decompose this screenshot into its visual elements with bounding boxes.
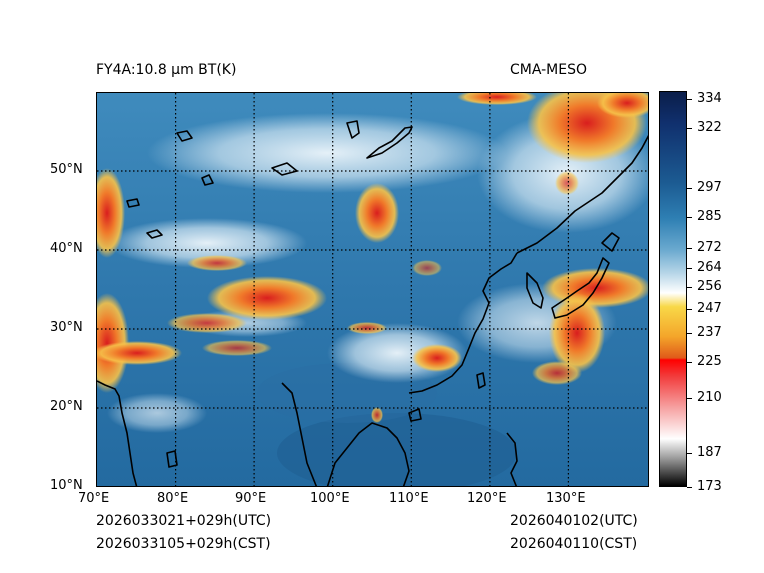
cb-tick-247: 247 bbox=[697, 301, 722, 316]
lon-label-110e: 110°E bbox=[389, 491, 429, 506]
lon-label-80e: 80°E bbox=[157, 491, 189, 506]
colorbar-gradient bbox=[660, 92, 686, 486]
lon-label-90e: 90°E bbox=[235, 491, 267, 506]
lon-label-130e: 130°E bbox=[546, 491, 586, 506]
cb-tick-297: 297 bbox=[697, 180, 722, 195]
cb-tick-285: 285 bbox=[697, 209, 722, 224]
lon-label-120e: 120°E bbox=[467, 491, 507, 506]
cb-tick-237: 237 bbox=[697, 325, 722, 340]
lon-label-100e: 100°E bbox=[310, 491, 350, 506]
lon-label-70e: 70°E bbox=[78, 491, 110, 506]
satellite-map bbox=[96, 92, 649, 487]
lat-label-30n: 30°N bbox=[50, 320, 83, 335]
init-time-utc: 2026033021+029h(UTC) bbox=[96, 513, 272, 529]
lat-label-50n: 50°N bbox=[50, 162, 83, 177]
cb-tick-272: 272 bbox=[697, 240, 722, 255]
lat-label-10n: 10°N bbox=[50, 478, 83, 493]
model-name: CMA-MESO bbox=[510, 62, 588, 78]
lat-label-20n: 20°N bbox=[50, 399, 83, 414]
cb-tick-256: 256 bbox=[697, 279, 722, 294]
cb-tick-322: 322 bbox=[697, 120, 722, 135]
brightness-temperature-image bbox=[97, 93, 648, 486]
cb-tick-210: 210 bbox=[697, 390, 722, 405]
init-time-cst: 2026033105+029h(CST) bbox=[96, 536, 271, 552]
cb-tick-173: 173 bbox=[697, 479, 722, 494]
valid-time-utc: 2026040102(UTC) bbox=[510, 513, 638, 529]
cb-tick-187: 187 bbox=[697, 445, 722, 460]
valid-time-cst: 2026040110(CST) bbox=[510, 536, 638, 552]
map-title: FY4A:10.8 µm BT(K) bbox=[96, 62, 237, 78]
lat-label-40n: 40°N bbox=[50, 241, 83, 256]
cb-tick-264: 264 bbox=[697, 260, 722, 275]
colorbar bbox=[659, 91, 687, 487]
cb-tick-334: 334 bbox=[697, 91, 722, 106]
cb-tick-225: 225 bbox=[697, 354, 722, 369]
